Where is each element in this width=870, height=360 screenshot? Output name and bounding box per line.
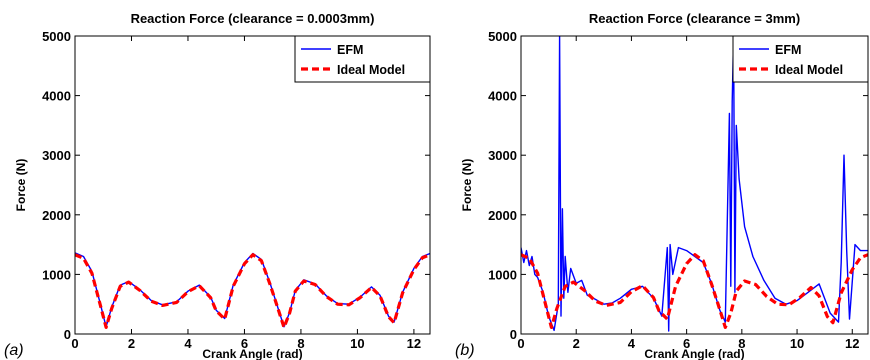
series-line-ideal-model [75,253,430,329]
legend-entry: EFM [775,43,801,57]
x-tick-label: 12 [845,336,859,351]
legend-box [732,35,869,83]
x-tick-label: 4 [628,336,636,351]
legend-box [294,35,431,83]
x-axis-label: Crank Angle (rad) [644,347,744,360]
y-tick-label: 0 [510,327,517,342]
y-tick-label: 2000 [42,208,71,223]
x-tick-label: 8 [297,336,304,351]
y-tick-label: 5000 [42,29,71,44]
legend-entry: Ideal Model [337,63,405,77]
x-tick-label: 6 [683,336,690,351]
y-tick-label: 2000 [488,208,517,223]
x-tick-label: 12 [407,336,421,351]
y-tick-label: 3000 [488,148,517,163]
chart-title: Reaction Force (clearance = 0.0003mm) [131,11,375,26]
y-axis-label: Force (N) [14,159,28,212]
chart-panel-2: 0 2 4 6 8 10 12 0 1000 2000 3000 4000 5000 Reaction F… [455,11,869,360]
series-line-ideal-model [521,253,868,329]
y-tick-label: 1000 [488,267,517,282]
legend-entry: EFM [337,43,363,57]
y-tick-label: 3000 [42,148,71,163]
y-axis-label: Force (N) [460,159,474,212]
x-tick-label: 10 [350,336,364,351]
x-tick-label: 0 [71,336,78,351]
legend: EFM Ideal Model [732,35,869,83]
y-tick-label: 0 [64,327,71,342]
y-tick-label: 4000 [488,89,517,104]
axes-frame [520,35,869,335]
panel-label: (b) [455,342,475,359]
x-axis-label: Crank Angle (rad) [202,347,302,360]
x-tick-label: 8 [738,336,745,351]
chart-title: Reaction Force (clearance = 3mm) [589,11,800,26]
panel-label: (a) [4,342,24,359]
legend: EFM Ideal Model [294,35,431,83]
y-tick-label: 4000 [42,89,71,104]
series-group [521,36,868,332]
x-tick-label: 2 [573,336,580,351]
chart-panel-1: 0 2 4 6 8 10 12 0 1000 2000 3000 4000 5000 Reaction F… [4,11,431,360]
x-tick-label: 4 [184,336,192,351]
x-tick-label: 6 [241,336,248,351]
y-tick-label: 1000 [42,267,71,282]
x-tick-label: 0 [517,336,524,351]
plot-area [75,36,430,334]
x-tick-label: 2 [128,336,135,351]
axes-frame [74,35,431,335]
x-tick-label: 10 [790,336,804,351]
plot-area [521,36,868,334]
y-tick-label: 5000 [488,29,517,44]
series-group [75,252,430,329]
legend-entry: Ideal Model [775,63,843,77]
